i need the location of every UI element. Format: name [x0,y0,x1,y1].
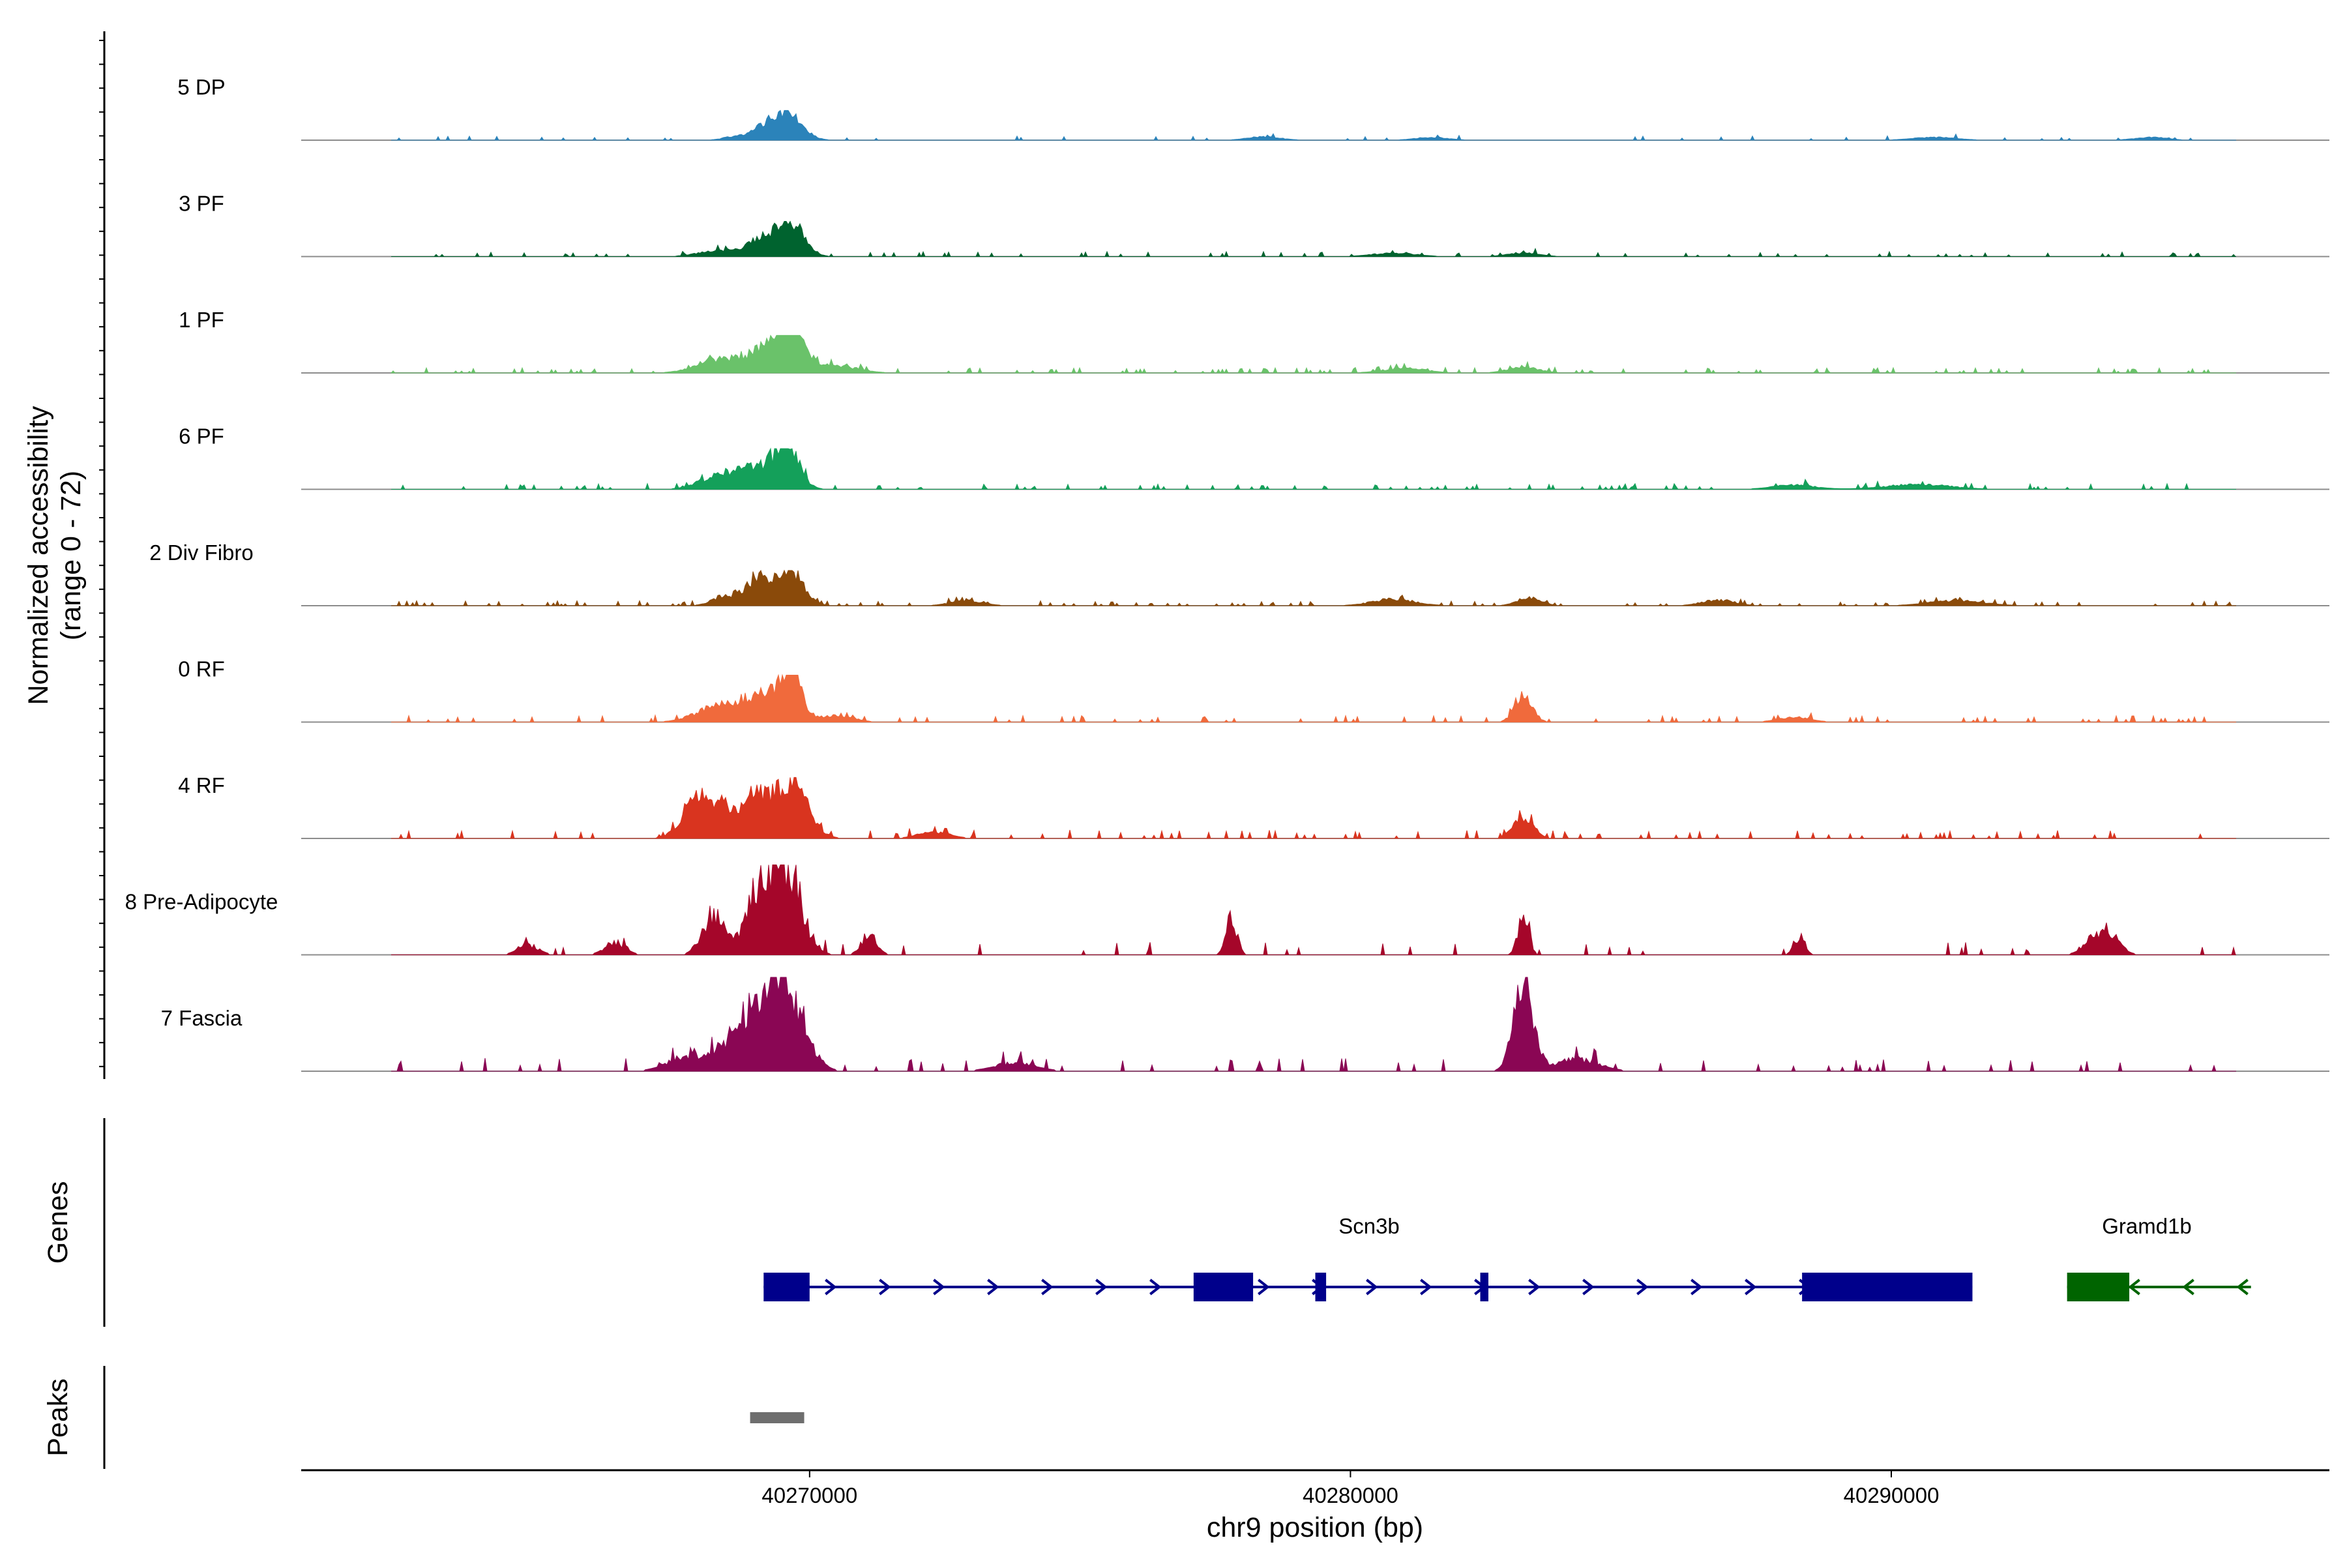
track-label: 3 PF [179,192,224,216]
gene-strand-arrow-2 [2182,1279,2194,1295]
gene-strand-arrow-17 [1690,1279,1703,1295]
track-label: 0 RF [178,657,225,681]
track-5: 0 RF [178,657,2329,723]
gene-exon-1 [1193,1273,1254,1301]
gene-strand-arrow-5 [1041,1279,1054,1295]
track-signal [391,673,2236,723]
x-tick-label-0: 40270000 [761,1483,857,1507]
gene-strand-arrow-2 [879,1279,891,1295]
gene-strand-arrow-11 [1366,1279,1378,1295]
gene-exon-4 [1802,1273,1973,1301]
track-label: 4 RF [178,773,225,797]
y-axis-label-line2: (range 0 - 72) [55,471,87,641]
gene-label: Scn3b [1338,1214,1400,1238]
track-label: 2 Div Fibro [149,540,254,565]
gene-exon-2 [1315,1273,1327,1301]
x-axis-ticks: 40270000 40280000 40290000 [761,1470,1939,1507]
gene-scn3b: Scn3b [763,1214,1973,1301]
gene-exon-0 [2067,1273,2130,1301]
gene-strand-arrow-3 [933,1279,945,1295]
gene-strand-arrow-6 [1095,1279,1108,1295]
gene-exon-3 [1480,1273,1488,1301]
gene-strand-arrow-12 [1420,1279,1432,1295]
gene-strand-arrow-7 [1149,1279,1162,1295]
track-label: 6 PF [179,424,224,449]
gene-gramd1b: Gramd1b [2067,1214,2251,1301]
track-signal [391,977,2236,1072]
coverage-tracks: 5 DP 3 PF 1 PF 6 PF 2 Div Fibro 0 RF 4 RF 8 Pre… [125,75,2329,1072]
gene-strand-arrow-9 [1258,1279,1270,1295]
track-label: 8 Pre-Adipocyte [125,890,278,914]
gene-exon-0 [763,1273,810,1301]
gene-annotations: Scn3b Gramd1b [763,1214,2251,1301]
peak-region-0 [750,1412,804,1423]
gene-strand-arrow-18 [1745,1279,1757,1295]
track-signal [391,447,2236,490]
track-1: 3 PF [179,192,2329,258]
track-6: 4 RF [178,773,2329,840]
x-tick-label-1: 40280000 [1303,1483,1398,1507]
gene-label: Gramd1b [2102,1214,2192,1238]
gene-strand-arrow-3 [2236,1279,2249,1295]
track-signal [391,110,2236,141]
gene-strand-arrow-4 [987,1279,999,1295]
gene-strand-arrow-14 [1528,1279,1541,1295]
gene-strand-arrow-16 [1636,1279,1649,1295]
track-2: 1 PF [179,308,2329,374]
track-signal [391,569,2236,607]
track-signal [391,865,2236,956]
gene-strand-arrow-1 [825,1279,837,1295]
track-label: 7 Fascia [161,1006,243,1030]
track-label: 5 DP [177,75,225,99]
genes-panel-label: Genes [42,1181,74,1264]
track-signal [390,334,2236,374]
track-signal [391,777,2236,840]
y-axis-label-line1: Normalized accessibility [23,406,54,705]
track-7: 8 Pre-Adipocyte [125,865,2329,956]
peak-regions [750,1412,804,1423]
gene-strand-arrow-15 [1582,1279,1595,1295]
x-axis-label: chr9 position (bp) [1207,1512,1423,1543]
track-signal [391,220,2236,258]
track-0: 5 DP [177,75,2329,141]
track-8: 7 Fascia [161,977,2329,1072]
gene-strand-arrow-1 [2128,1279,2140,1295]
coverage-y-ticks [99,40,104,1067]
track-label: 1 PF [179,308,224,332]
track-3: 6 PF [179,424,2329,490]
track-4: 2 Div Fibro [149,540,2329,607]
x-tick-label-2: 40290000 [1844,1483,1940,1507]
peaks-panel-label: Peaks [42,1378,74,1457]
